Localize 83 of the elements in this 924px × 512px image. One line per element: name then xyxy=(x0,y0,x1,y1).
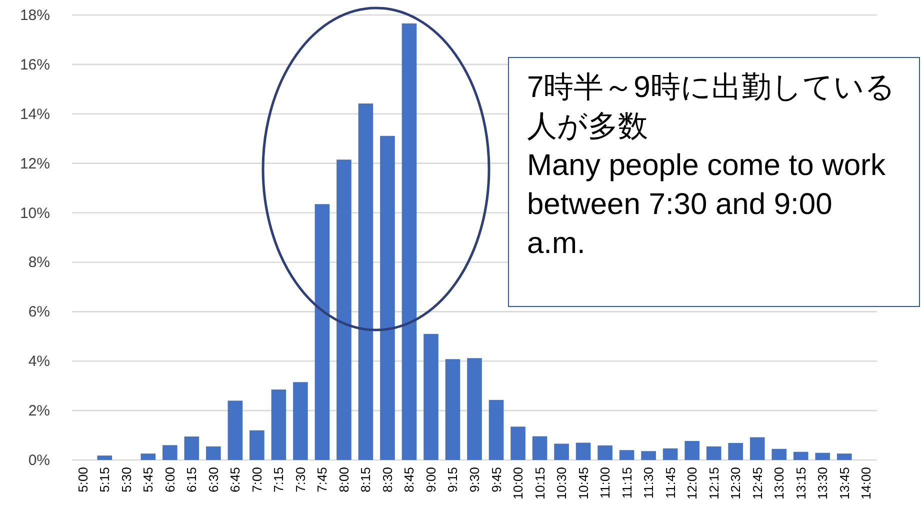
x-tick-label: 9:45 xyxy=(488,467,504,492)
x-tick-label: 11:15 xyxy=(619,467,634,499)
bar xyxy=(97,456,112,460)
y-tick-label: 6% xyxy=(28,304,50,321)
bar xyxy=(184,436,200,460)
x-tick-label: 13:45 xyxy=(836,467,852,500)
x-tick-label: 5:00 xyxy=(75,467,90,492)
y-tick-label: 8% xyxy=(28,254,50,272)
x-tick-label: 7:15 xyxy=(271,467,286,492)
y-tick-label: 2% xyxy=(28,402,50,420)
bar xyxy=(750,437,765,460)
x-tick-label: 7:45 xyxy=(314,467,330,492)
x-tick-label: 9:00 xyxy=(423,467,438,492)
bar xyxy=(445,359,460,460)
y-tick-label: 4% xyxy=(28,353,50,370)
bar xyxy=(662,448,678,460)
bar xyxy=(314,204,330,460)
y-tick-label: 0% xyxy=(28,452,50,469)
x-tick-label: 14:00 xyxy=(858,467,874,500)
annotation: 7時半～9時に出勤している人が多数 xyxy=(527,70,896,145)
x-tick-label: 7:00 xyxy=(249,467,264,492)
bar xyxy=(728,442,743,460)
x-tick-label: 12:45 xyxy=(750,467,765,500)
x-tick-label: 8:00 xyxy=(336,467,352,492)
x-tick-label: 10:00 xyxy=(510,467,526,500)
x-tick-label: 12:15 xyxy=(706,467,722,500)
x-tick-label: 11:45 xyxy=(662,467,678,499)
bar xyxy=(815,452,830,460)
x-tick-label: 5:15 xyxy=(97,467,112,492)
bar xyxy=(140,454,156,460)
x-tick-label: 5:45 xyxy=(140,467,156,492)
x-tick-label: 12:30 xyxy=(728,467,744,500)
x-tick-label: 13:15 xyxy=(793,467,808,500)
y-tick-label: 10% xyxy=(20,204,50,222)
x-tick-label: 9:30 xyxy=(467,467,482,492)
bar xyxy=(228,400,243,460)
bar xyxy=(162,445,178,460)
x-tick-label: 10:45 xyxy=(576,467,591,500)
bar xyxy=(510,426,526,460)
bar xyxy=(271,390,286,460)
bar xyxy=(836,454,852,460)
bar xyxy=(684,440,700,460)
bar xyxy=(706,446,722,460)
x-tick-label: 13:30 xyxy=(815,467,830,500)
bar xyxy=(293,382,308,460)
bar xyxy=(532,436,548,460)
bar xyxy=(641,451,656,460)
y-tick-label: 16% xyxy=(20,56,50,74)
bar xyxy=(793,452,808,460)
y-tick-label: 14% xyxy=(20,106,50,123)
bar xyxy=(554,444,569,460)
bar xyxy=(336,160,352,460)
x-tick-label: 11:00 xyxy=(598,467,613,499)
y-tick-label: 18% xyxy=(20,7,50,24)
x-tick-label: 6:30 xyxy=(206,467,221,492)
x-tick-label: 13:00 xyxy=(772,467,787,500)
x-tick-label: 6:15 xyxy=(184,467,200,492)
x-tick-label: 10:30 xyxy=(554,467,570,500)
x-tick-label: 8:45 xyxy=(402,467,417,492)
bar xyxy=(206,446,221,460)
bar xyxy=(772,448,786,460)
bar xyxy=(619,450,634,460)
x-tick-label: 11:30 xyxy=(641,467,656,499)
bar xyxy=(402,23,417,460)
x-tick-label: 6:45 xyxy=(228,467,243,492)
x-tick-label: 10:15 xyxy=(532,467,548,500)
bar xyxy=(488,400,504,460)
y-tick-label: 12% xyxy=(20,155,50,172)
bar xyxy=(598,445,612,460)
x-tick-label: 12:00 xyxy=(684,467,700,500)
bar xyxy=(424,334,438,460)
x-tick-label: 9:15 xyxy=(445,467,460,492)
x-tick-label: 5:30 xyxy=(118,467,134,492)
x-tick-label: 7:30 xyxy=(292,467,308,492)
bar xyxy=(380,136,395,460)
bar xyxy=(250,430,264,460)
bar xyxy=(467,358,482,460)
x-tick-label: 8:15 xyxy=(358,467,374,492)
x-tick-label: 8:30 xyxy=(380,467,395,492)
annotation: Many people come to work between 7:30 and 9:00 a.m. xyxy=(527,148,887,262)
bar xyxy=(576,442,591,460)
bar xyxy=(358,104,374,460)
x-tick-label: 6:00 xyxy=(162,467,178,492)
